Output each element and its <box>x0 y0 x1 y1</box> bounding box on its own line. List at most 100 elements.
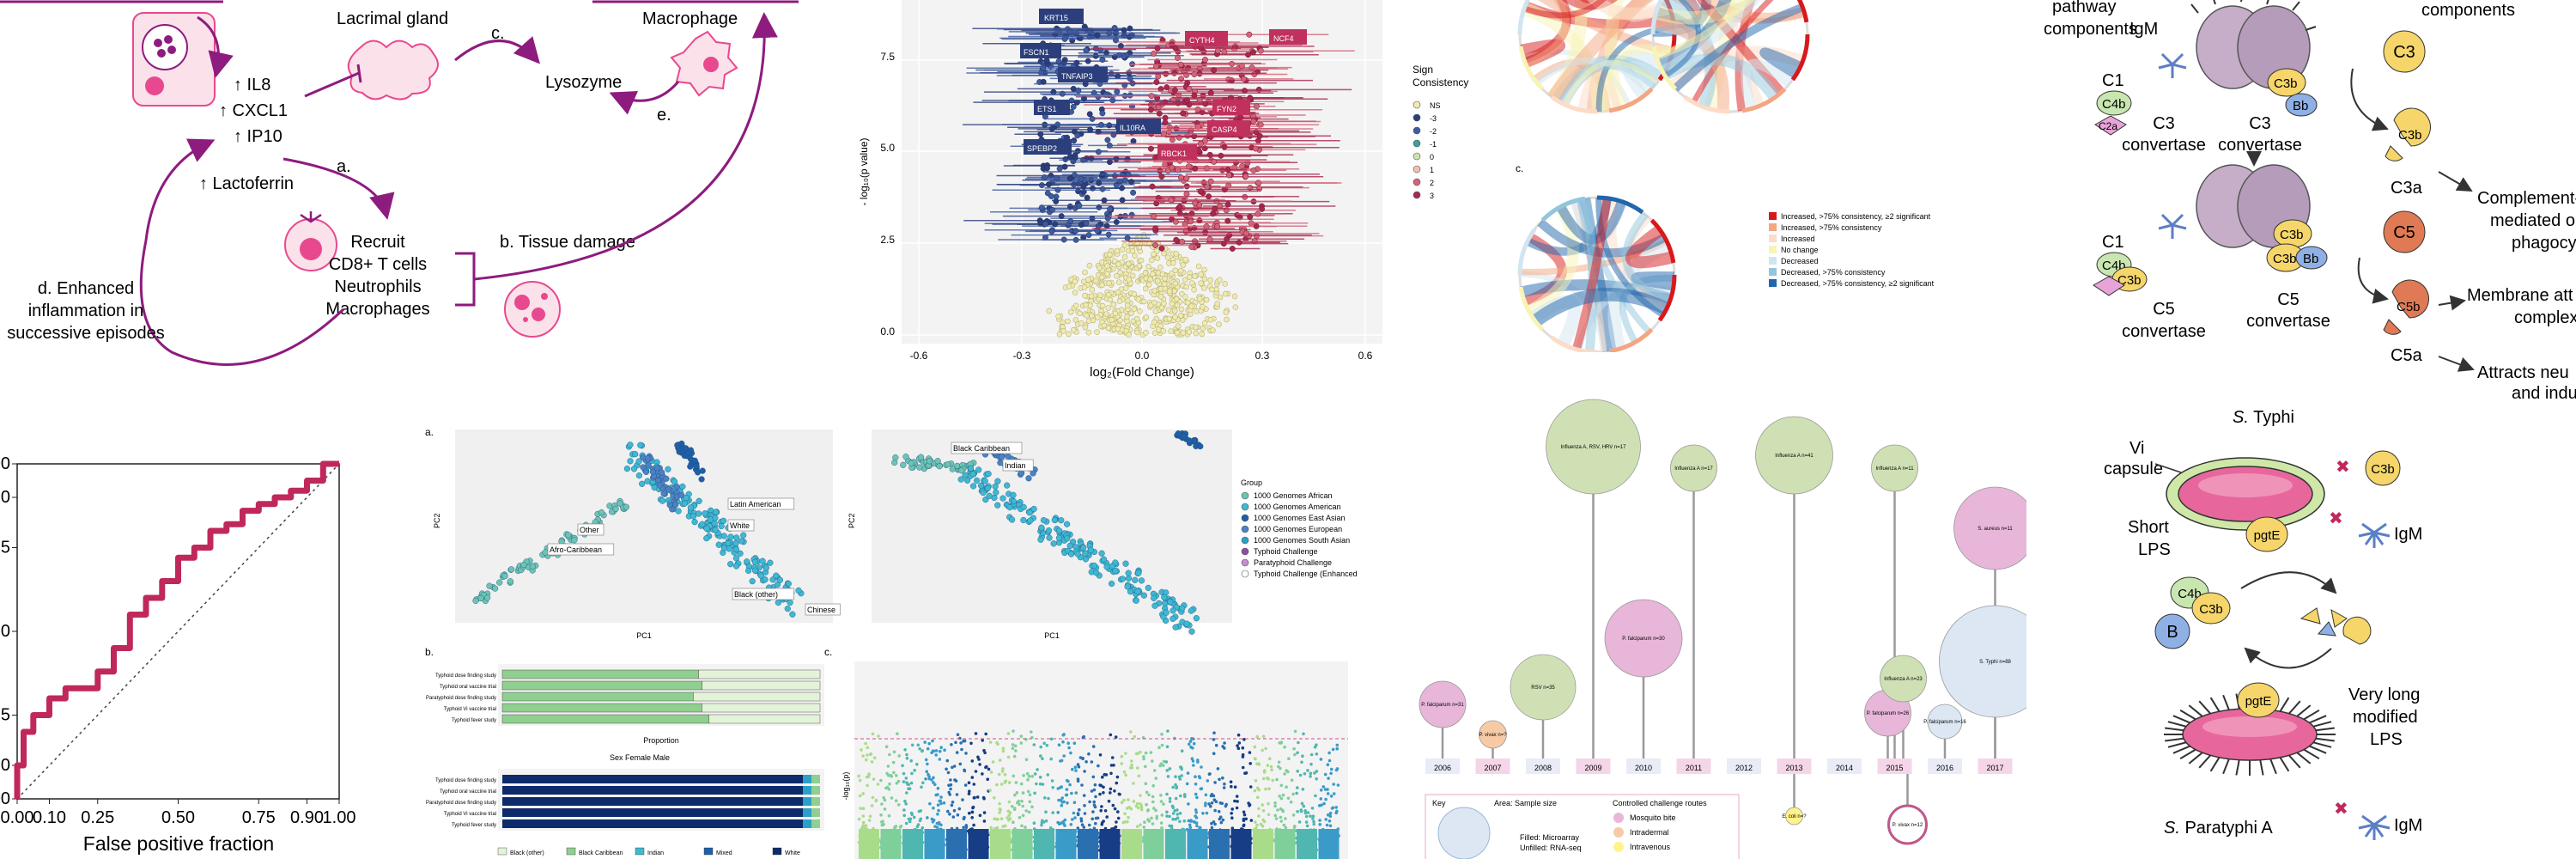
roc-y-tick-label: 90 <box>0 488 10 507</box>
legend-label: 3 <box>1430 192 1434 200</box>
year-label: 2010 <box>1635 764 1652 772</box>
chord-legend-swatch <box>1769 246 1777 253</box>
step-c-label: c. <box>491 24 505 43</box>
eth-legend-swatch <box>635 847 645 856</box>
macrophage-label: Macrophage <box>642 9 738 28</box>
chord-legend-swatch <box>1769 235 1777 242</box>
cxcl1-label: ↑ CXCL1 <box>219 101 288 120</box>
key-filled: Filled: Microarray <box>1520 833 1580 842</box>
vi-capsule-2: capsule <box>2104 460 2163 478</box>
timeline-bubble <box>1871 444 1918 492</box>
c3b-label-typhi-2: C3b <box>2199 602 2223 617</box>
lps-spike <box>2179 709 2196 721</box>
c5a-label: C5a <box>2391 346 2423 365</box>
lps-spike <box>2209 757 2221 772</box>
chord-label-c: c. <box>1516 162 1523 174</box>
c5-convertase-right-1: C5 <box>2277 290 2300 309</box>
chord-ribbon <box>1531 288 1670 327</box>
timeline-bubble-label: P. vivax n=12 <box>1893 823 1923 828</box>
gene-label-fscn1: FSCN1 <box>1024 48 1049 57</box>
lps-spike <box>2167 741 2187 748</box>
c3-convertase-left-1: C3 <box>2153 114 2175 133</box>
timeline-bubble <box>1939 605 2026 718</box>
lps-spike <box>2312 741 2332 748</box>
lps-spike <box>2296 752 2312 765</box>
c5-shape <box>2383 210 2426 253</box>
lps-spike <box>2279 757 2290 772</box>
chord-ribbon <box>1696 0 1785 96</box>
timeline-chart: P. falciparum n=31 P. vivax n=? RSV n=35 In… <box>1419 399 2026 859</box>
timeline-bubble <box>1510 654 1577 721</box>
chord-ribbon <box>1587 0 1672 21</box>
cross-icon-1: ✖ <box>2336 458 2350 477</box>
pathway-components-2: components <box>2044 20 2137 39</box>
year-label: 2006 <box>1434 764 1451 772</box>
group-legend-label: Paratyphoid Challenge <box>1254 558 1332 567</box>
year-label: 2015 <box>1886 764 1903 772</box>
eth-bar-white <box>502 819 803 828</box>
legend-label: 2 <box>1430 179 1434 187</box>
timeline-bubble-label: S. aureus n=11 <box>1978 527 2013 532</box>
chord-arc <box>1596 195 1644 215</box>
timeline-bubble <box>1479 720 1507 749</box>
eth-bar-other <box>811 786 820 795</box>
c3-fragment-2 <box>2330 609 2348 628</box>
recruit-line-4: Macrophages <box>325 300 429 319</box>
key-sample-size: Area: Sample size <box>1494 799 1557 807</box>
timeline-bubble <box>1927 704 1963 740</box>
chord-arc <box>1683 94 1731 114</box>
eth-bar-other <box>811 797 820 806</box>
year-label: 2009 <box>1584 764 1601 772</box>
lps-spike <box>2309 715 2327 724</box>
timeline-bubble <box>1670 444 1717 492</box>
roc-x-tick-label: 0.75 <box>242 808 276 827</box>
manhattan-plot: -log₁₀(p) <box>841 729 1340 859</box>
c5b-label: C5b <box>2397 300 2421 314</box>
chord-legend-label: Decreased, >75% consistency <box>1781 268 1886 277</box>
legend-label: 0 <box>1430 153 1434 161</box>
year-label: 2007 <box>1484 764 1501 772</box>
c3b-fragment-label: C3b <box>2398 128 2422 143</box>
sex-legend: Sex Female Male <box>610 753 670 762</box>
c4b-shape-top <box>2096 90 2132 116</box>
chord-ribbon <box>1625 225 1674 269</box>
t-cell-icon <box>284 211 337 271</box>
b-shape <box>2154 613 2190 649</box>
group-legend-swatch <box>1241 547 1249 556</box>
roc-x-tick-label: 0.00 <box>1 808 34 827</box>
paratyphi-title: S. Paratyphi A <box>2164 819 2273 838</box>
chord-legend-label: Decreased, >75% consistency, ≥2 signific… <box>1781 279 1935 288</box>
bb-label-bottom: Bb <box>2303 252 2318 266</box>
group-legend-label: Typhoid Challenge <box>1254 547 1318 556</box>
cross-icon-2: ✖ <box>2329 509 2343 528</box>
c3-convertase-left-2: convertase <box>2122 136 2206 155</box>
complement-mediated-3: phagocy <box>2512 234 2576 253</box>
gene-labels-blue: KRT15 FSCN1 TNFAIP3 ETS1 IL10RA SPEBP2 <box>1020 9 1161 155</box>
pca-group-label: Indian <box>1005 461 1026 470</box>
lps-spike <box>2288 700 2301 715</box>
c3b-label-bottom-left: C3b <box>2117 273 2142 288</box>
c2a-shape <box>2094 115 2127 136</box>
c1-label-top: C1 <box>2102 71 2124 90</box>
attracts-2: and indu <box>2512 384 2576 403</box>
gene-label-casp4: CASP4 <box>1212 125 1237 134</box>
bar-row-label: Typhoid fever study <box>452 718 496 723</box>
roc-diagonal <box>16 463 340 800</box>
lysozyme-label: Lysozyme <box>545 73 622 92</box>
volcano-legend-title-1: Sign <box>1413 64 1433 76</box>
roc-x-tick-label: 0.90 <box>290 808 324 827</box>
components-right: components <box>2421 1 2515 20</box>
recruit-line-1: Recruit <box>350 233 405 252</box>
legend-swatch <box>1413 126 1421 135</box>
enhanced-line-3: successive episodes <box>7 324 164 343</box>
c3a-fragment <box>2385 145 2403 161</box>
volcano-x-tick-1: -0.3 <box>1013 350 1031 362</box>
legend-label: 1 <box>1430 166 1434 174</box>
chord-ribbon <box>1534 57 1652 94</box>
igm-icon-bottom <box>2158 213 2187 239</box>
lps-spike <box>2172 745 2190 754</box>
chord-arc <box>1518 286 1545 332</box>
year-box <box>1425 758 1460 774</box>
year-box <box>1475 758 1510 774</box>
eth-bar-white <box>502 808 803 817</box>
